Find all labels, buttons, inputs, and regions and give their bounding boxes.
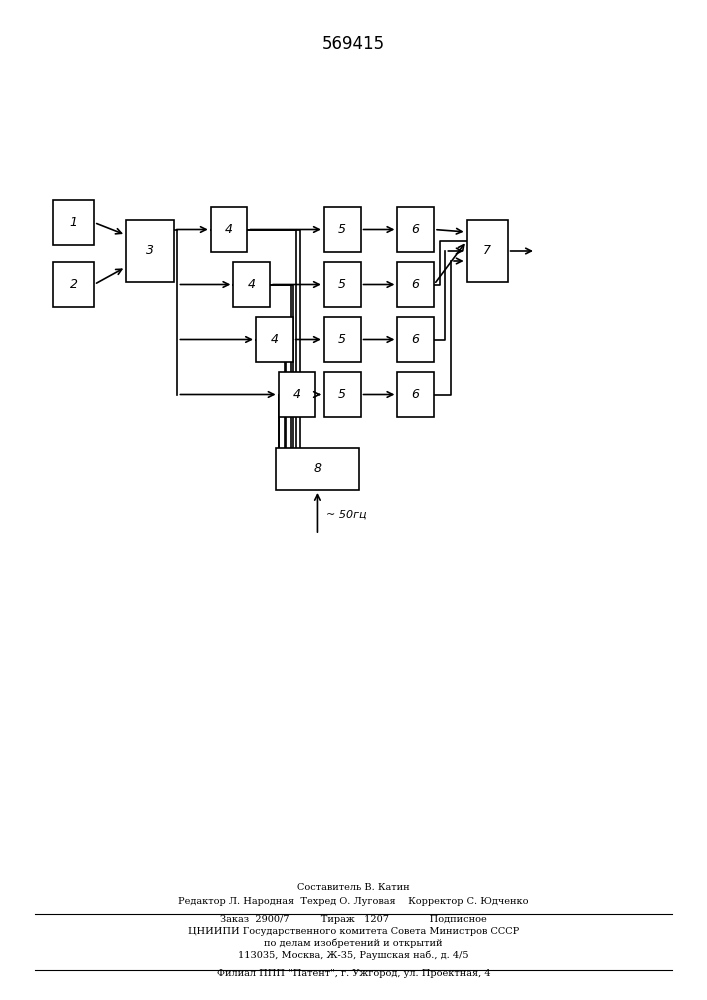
Bar — [324, 372, 361, 417]
Bar — [276, 448, 359, 490]
Text: 4: 4 — [247, 278, 256, 291]
Bar — [324, 262, 361, 307]
Text: 6: 6 — [411, 388, 420, 401]
Bar — [324, 317, 361, 362]
Text: по делам изобретений и открытий: по делам изобретений и открытий — [264, 938, 443, 948]
Bar — [256, 317, 293, 362]
Text: 5: 5 — [338, 333, 346, 346]
Text: 4: 4 — [293, 388, 301, 401]
Text: 113035, Москва, Ж-35, Раушская наб., д. 4/5: 113035, Москва, Ж-35, Раушская наб., д. … — [238, 950, 469, 960]
Text: Заказ  2900/7          Тираж   1207             Подписное: Заказ 2900/7 Тираж 1207 Подписное — [220, 915, 487, 924]
Text: 4: 4 — [270, 333, 279, 346]
Bar — [233, 262, 270, 307]
Text: 3: 3 — [146, 244, 154, 257]
Text: 6: 6 — [411, 278, 420, 291]
Text: 2: 2 — [69, 278, 78, 291]
Text: 5: 5 — [338, 278, 346, 291]
Text: 4: 4 — [225, 223, 233, 236]
Bar — [397, 372, 434, 417]
Text: ~ 50гц: ~ 50гц — [326, 510, 366, 520]
Text: Редактор Л. Народная  Техред О. Луговая    Корректор С. Юдченко: Редактор Л. Народная Техред О. Луговая К… — [178, 897, 529, 906]
Text: 8: 8 — [313, 462, 322, 476]
Bar — [397, 317, 434, 362]
Text: 6: 6 — [411, 223, 420, 236]
Bar — [126, 220, 174, 282]
Text: Филиал ППП "Патент", г. Ужгород, ул. Проектная, 4: Филиал ППП "Патент", г. Ужгород, ул. Про… — [216, 969, 491, 978]
Text: 1: 1 — [69, 216, 78, 229]
Bar — [397, 262, 434, 307]
Bar — [211, 207, 247, 252]
Text: 5: 5 — [338, 223, 346, 236]
Text: 5: 5 — [338, 388, 346, 401]
Text: 6: 6 — [411, 333, 420, 346]
Bar — [53, 200, 94, 245]
Bar — [53, 262, 94, 307]
Text: 569415: 569415 — [322, 35, 385, 53]
Text: 7: 7 — [483, 244, 491, 257]
Bar — [467, 220, 508, 282]
Bar — [397, 207, 434, 252]
Bar — [279, 372, 315, 417]
Text: Составитель В. Катин: Составитель В. Катин — [297, 883, 410, 892]
Bar — [324, 207, 361, 252]
Text: ЦНИИПИ Государственного комитета Совета Министров СССР: ЦНИИПИ Государственного комитета Совета … — [188, 927, 519, 936]
